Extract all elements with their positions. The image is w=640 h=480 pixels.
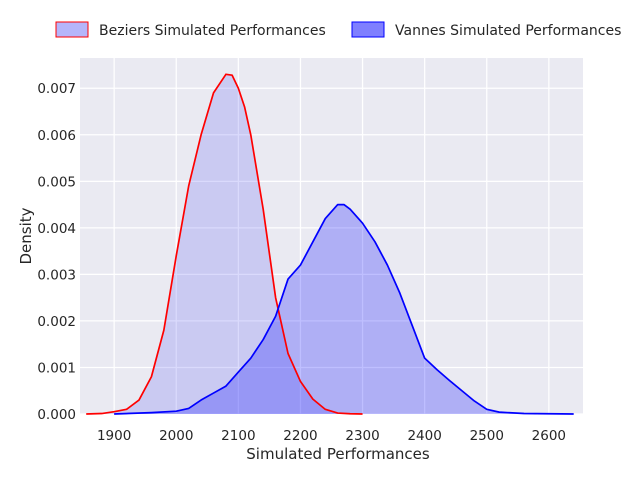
y-tick-label: 0.004 [37,221,76,237]
series-area-1 [114,204,574,414]
legend-swatch-vannes [351,21,385,38]
y-axis-label: Density [17,207,35,264]
x-tick-label: 2500 [470,428,504,444]
y-tick-label: 0.003 [37,267,76,283]
x-tick-label: 2300 [345,428,379,444]
series-line-0 [86,73,363,415]
y-axis-ticks: 0.000 0.001 0.002 0.003 0.004 0.005 0.006 0.007 [37,81,76,423]
x-tick-label: 2600 [532,428,566,444]
legend: Beziers Simulated Performances Vannes Si… [55,21,621,39]
plot-background [80,58,583,414]
x-axis-ticks: 1900 2000 2100 2200 2300 2400 2500 2600 [97,428,566,444]
legend-label-beziers: Beziers Simulated Performances [99,23,326,39]
legend-label-vannes: Vannes Simulated Performances [395,23,621,39]
x-axis-label: Simulated Performances [246,445,430,463]
series-layer [86,73,574,415]
x-tick-label: 2200 [283,428,317,444]
series-line-1 [114,203,574,415]
series-area-0 [86,74,363,414]
y-tick-label: 0.007 [37,81,76,97]
grid [80,58,583,415]
x-tick-label: 2400 [407,428,441,444]
legend-swatch-beziers [55,21,89,38]
x-tick-label: 2100 [221,428,255,444]
y-tick-label: 0.005 [37,174,76,190]
x-tick-label: 1900 [97,428,131,444]
y-tick-label: 0.002 [37,314,76,330]
y-tick-label: 0.006 [37,128,76,144]
x-tick-label: 2000 [159,428,193,444]
y-tick-label: 0.001 [37,360,76,376]
y-tick-label: 0.000 [37,407,76,423]
